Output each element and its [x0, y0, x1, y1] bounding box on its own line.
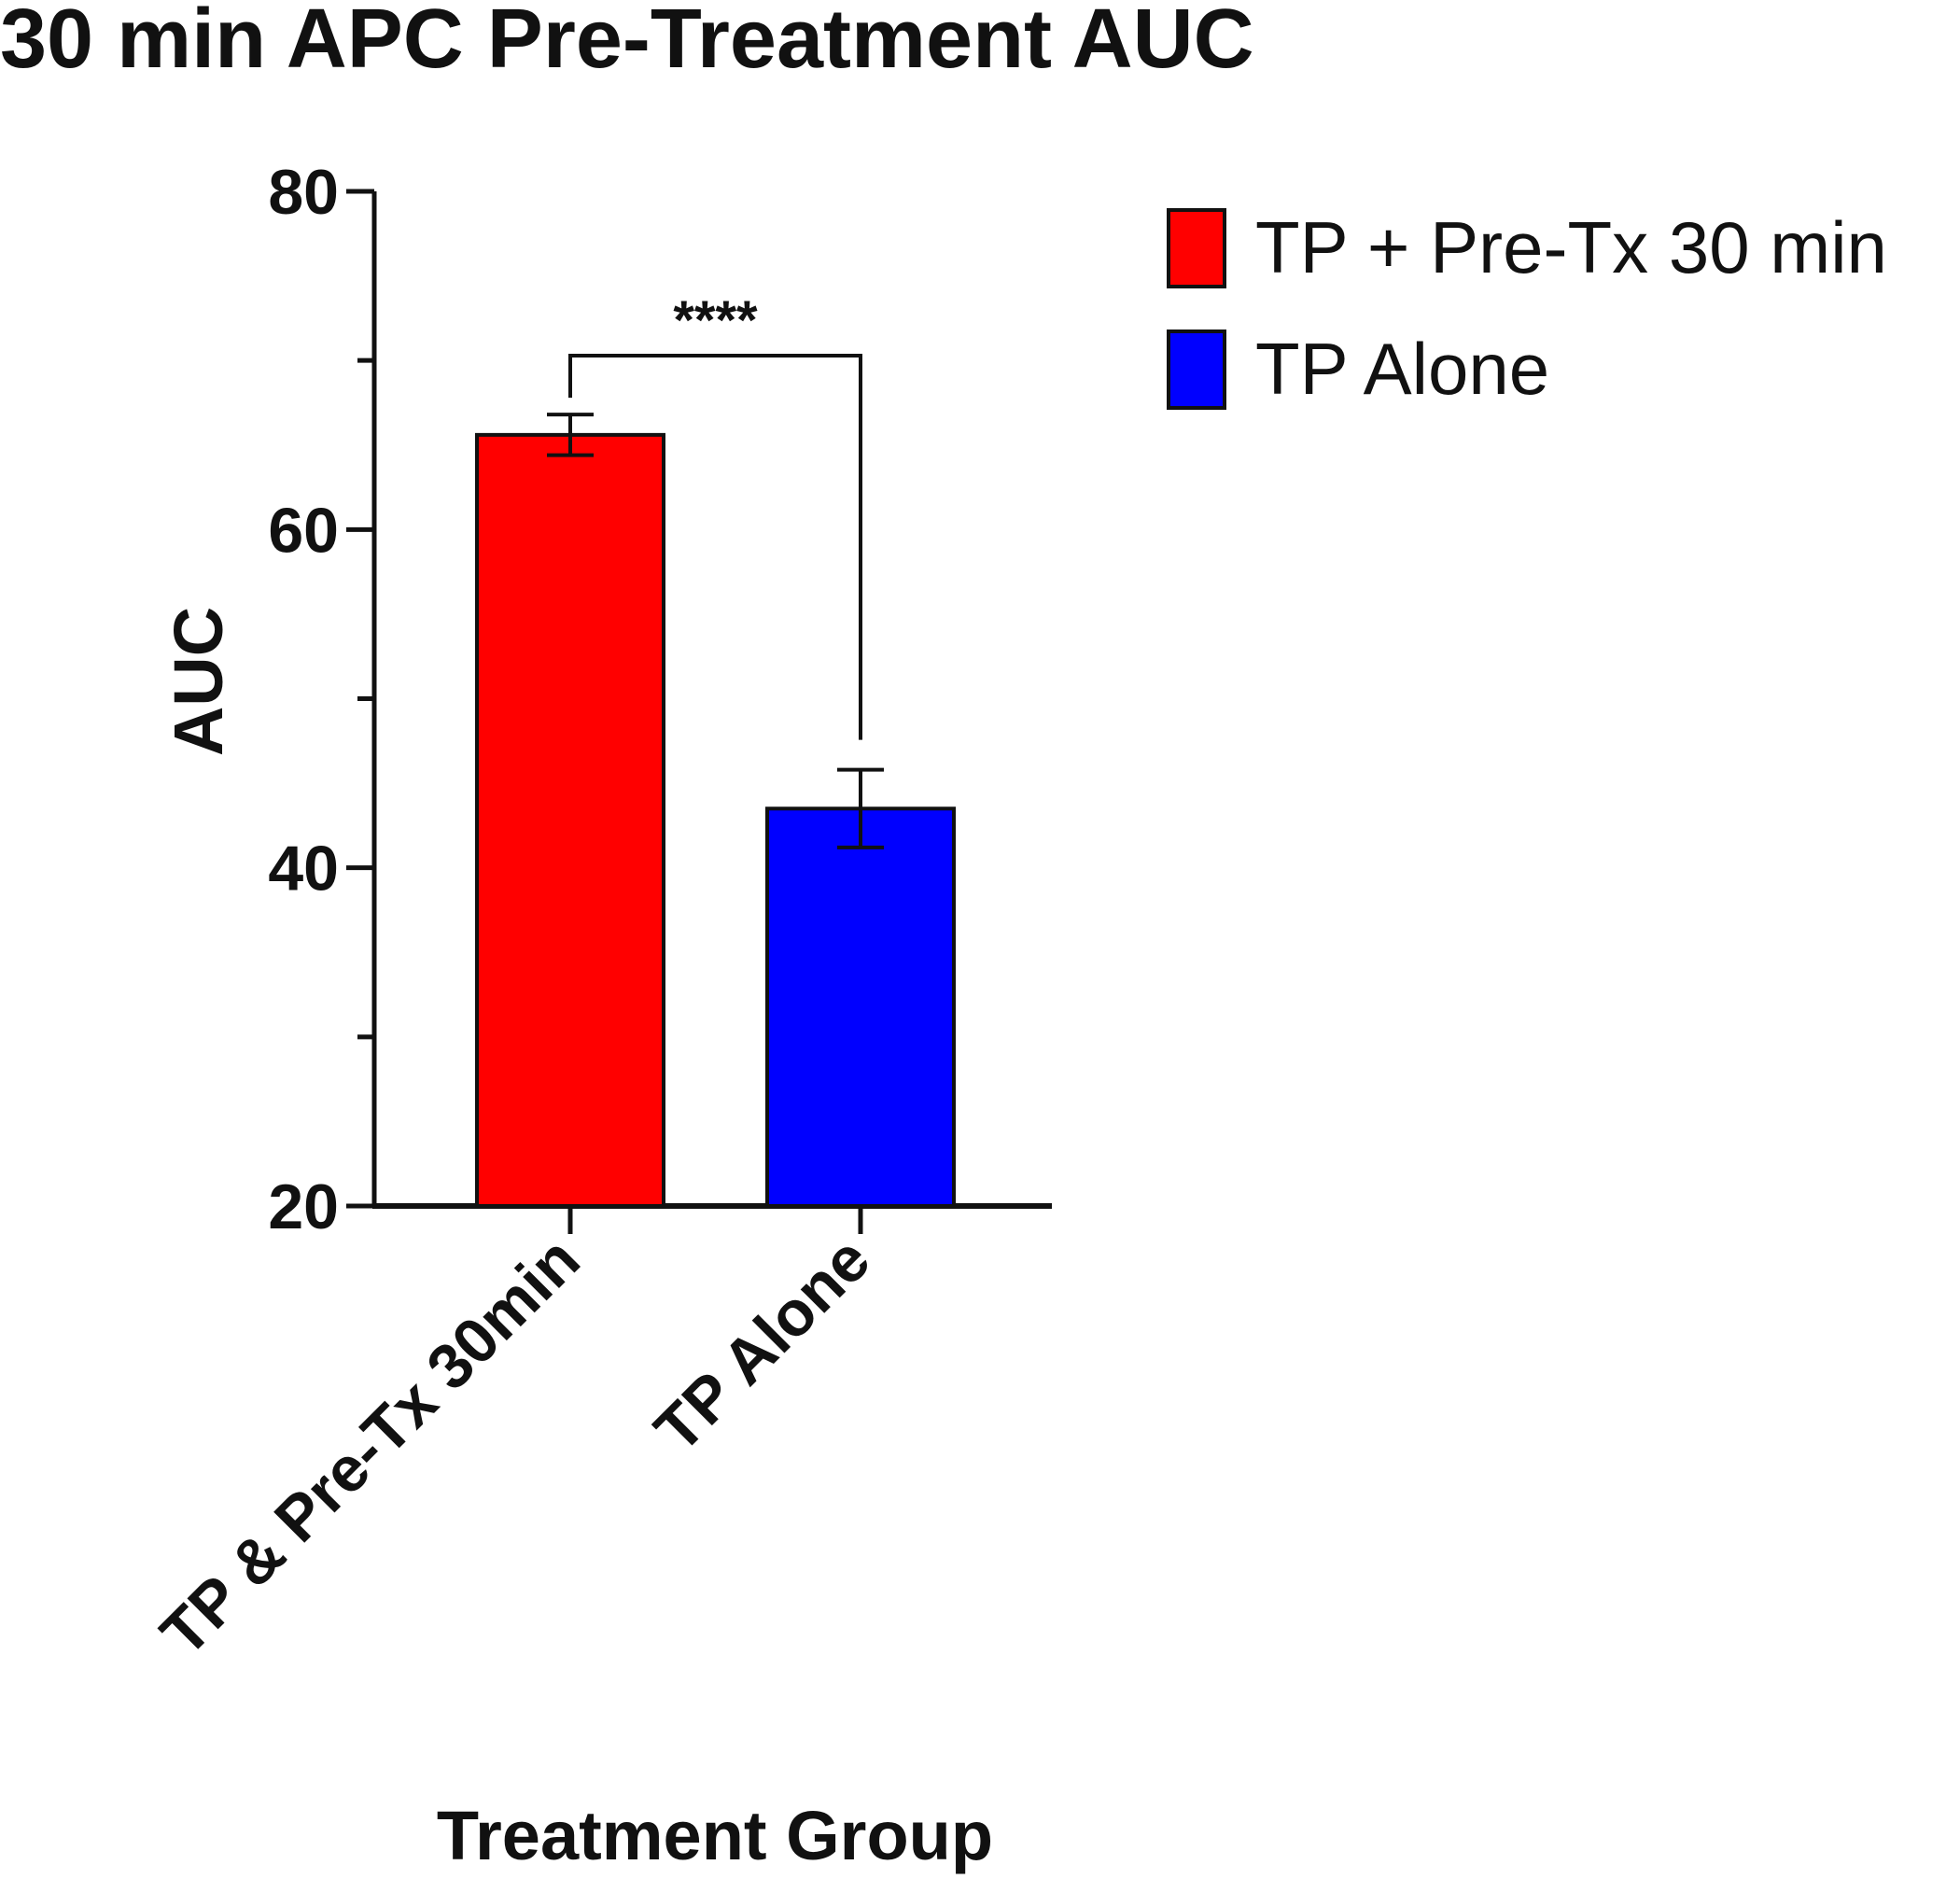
y-tick-label: 40 [268, 834, 339, 904]
significance-label: **** [673, 290, 758, 351]
x-tick-label: TP & Pre-Tx 30min [147, 1224, 594, 1670]
x-axis-label: Treatment Group [437, 1797, 993, 1874]
legend-label: TP + Pre-Tx 30 min [1255, 206, 1887, 288]
legend-swatch [1167, 208, 1226, 288]
y-axis-label: AUC [160, 607, 237, 756]
y-tick-label: 60 [268, 495, 339, 566]
plot-area: 20 40 60 80 TP & Pre-Tx 30min TP Alone **** [147, 157, 1052, 1670]
x-tick-label: TP Alone [641, 1224, 883, 1465]
legend: TP + Pre-Tx 30 min TP Alone [1167, 206, 1887, 410]
legend-label: TP Alone [1255, 328, 1549, 410]
bar [765, 806, 956, 1209]
significance-bracket [568, 354, 862, 740]
chart-title: 30 min APC Pre-Treatment AUC [0, 0, 1254, 86]
legend-swatch [1167, 330, 1226, 410]
y-tick-label: 80 [268, 157, 339, 228]
bar [475, 432, 665, 1208]
y-tick-label: 20 [268, 1171, 339, 1242]
